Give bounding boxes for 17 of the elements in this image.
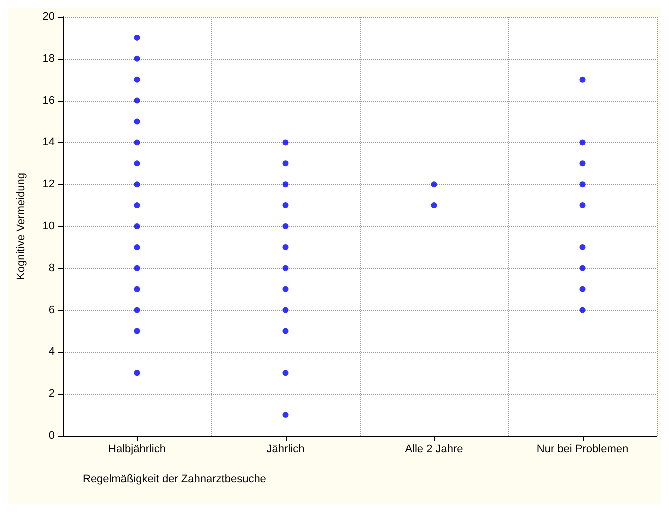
y-tick-label: 6 (48, 304, 55, 316)
y-tick-label: 0 (48, 430, 55, 442)
y-tick-label: 16 (42, 94, 55, 107)
y-tick-label: 12 (42, 178, 55, 191)
y-axis-title: Kognitive Vermeidung (16, 172, 28, 280)
x-tick-label: Jährlich (266, 444, 305, 456)
x-tick-label: Halbjährlich (108, 444, 166, 456)
y-tick-label: 18 (42, 52, 55, 65)
y-tick-label: 2 (48, 388, 55, 400)
y-tick-label: 14 (42, 136, 55, 149)
y-tick-label: 20 (42, 11, 55, 23)
y-tick-label: 8 (48, 262, 55, 274)
y-tick-label: 10 (42, 220, 55, 232)
x-tick-label: Alle 2 Jahre (405, 444, 464, 456)
y-tick-label: 4 (48, 346, 55, 358)
x-axis-title: Regelmäßigkeit der Zahnarztbesuche (83, 474, 266, 486)
x-tick-label: Nur bei Problemen (536, 444, 629, 456)
